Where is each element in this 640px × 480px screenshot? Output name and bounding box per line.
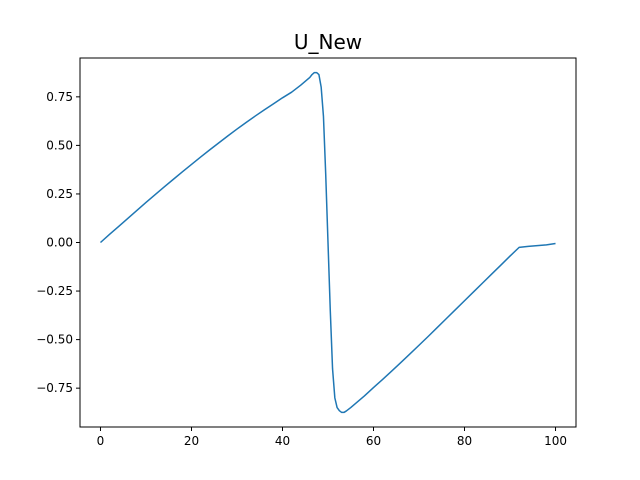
x-tick-label: 60 (366, 434, 381, 448)
y-tick-label: 0.25 (46, 187, 73, 201)
y-tick-label: −0.75 (36, 381, 73, 395)
x-tick-label: 100 (544, 434, 567, 448)
chart-title: U_New (294, 30, 362, 54)
x-tick-label: 40 (275, 434, 290, 448)
y-tick-label: 0.00 (46, 236, 73, 250)
y-tick-label: 0.50 (46, 138, 73, 152)
x-tick-label: 20 (184, 434, 199, 448)
series-line-0 (99, 71, 556, 414)
y-tick-label: −0.25 (36, 284, 73, 298)
x-axis: 0 20 40 60 80 100 (97, 427, 567, 448)
y-tick-label: −0.50 (36, 333, 73, 347)
y-axis: −0.75 −0.50 −0.25 0.00 0.25 0.50 0.75 (36, 90, 80, 395)
x-tick-label: 80 (457, 434, 472, 448)
plot-area (99, 71, 556, 414)
x-tick-label: 0 (97, 434, 105, 448)
y-tick-label: 0.75 (46, 90, 73, 104)
